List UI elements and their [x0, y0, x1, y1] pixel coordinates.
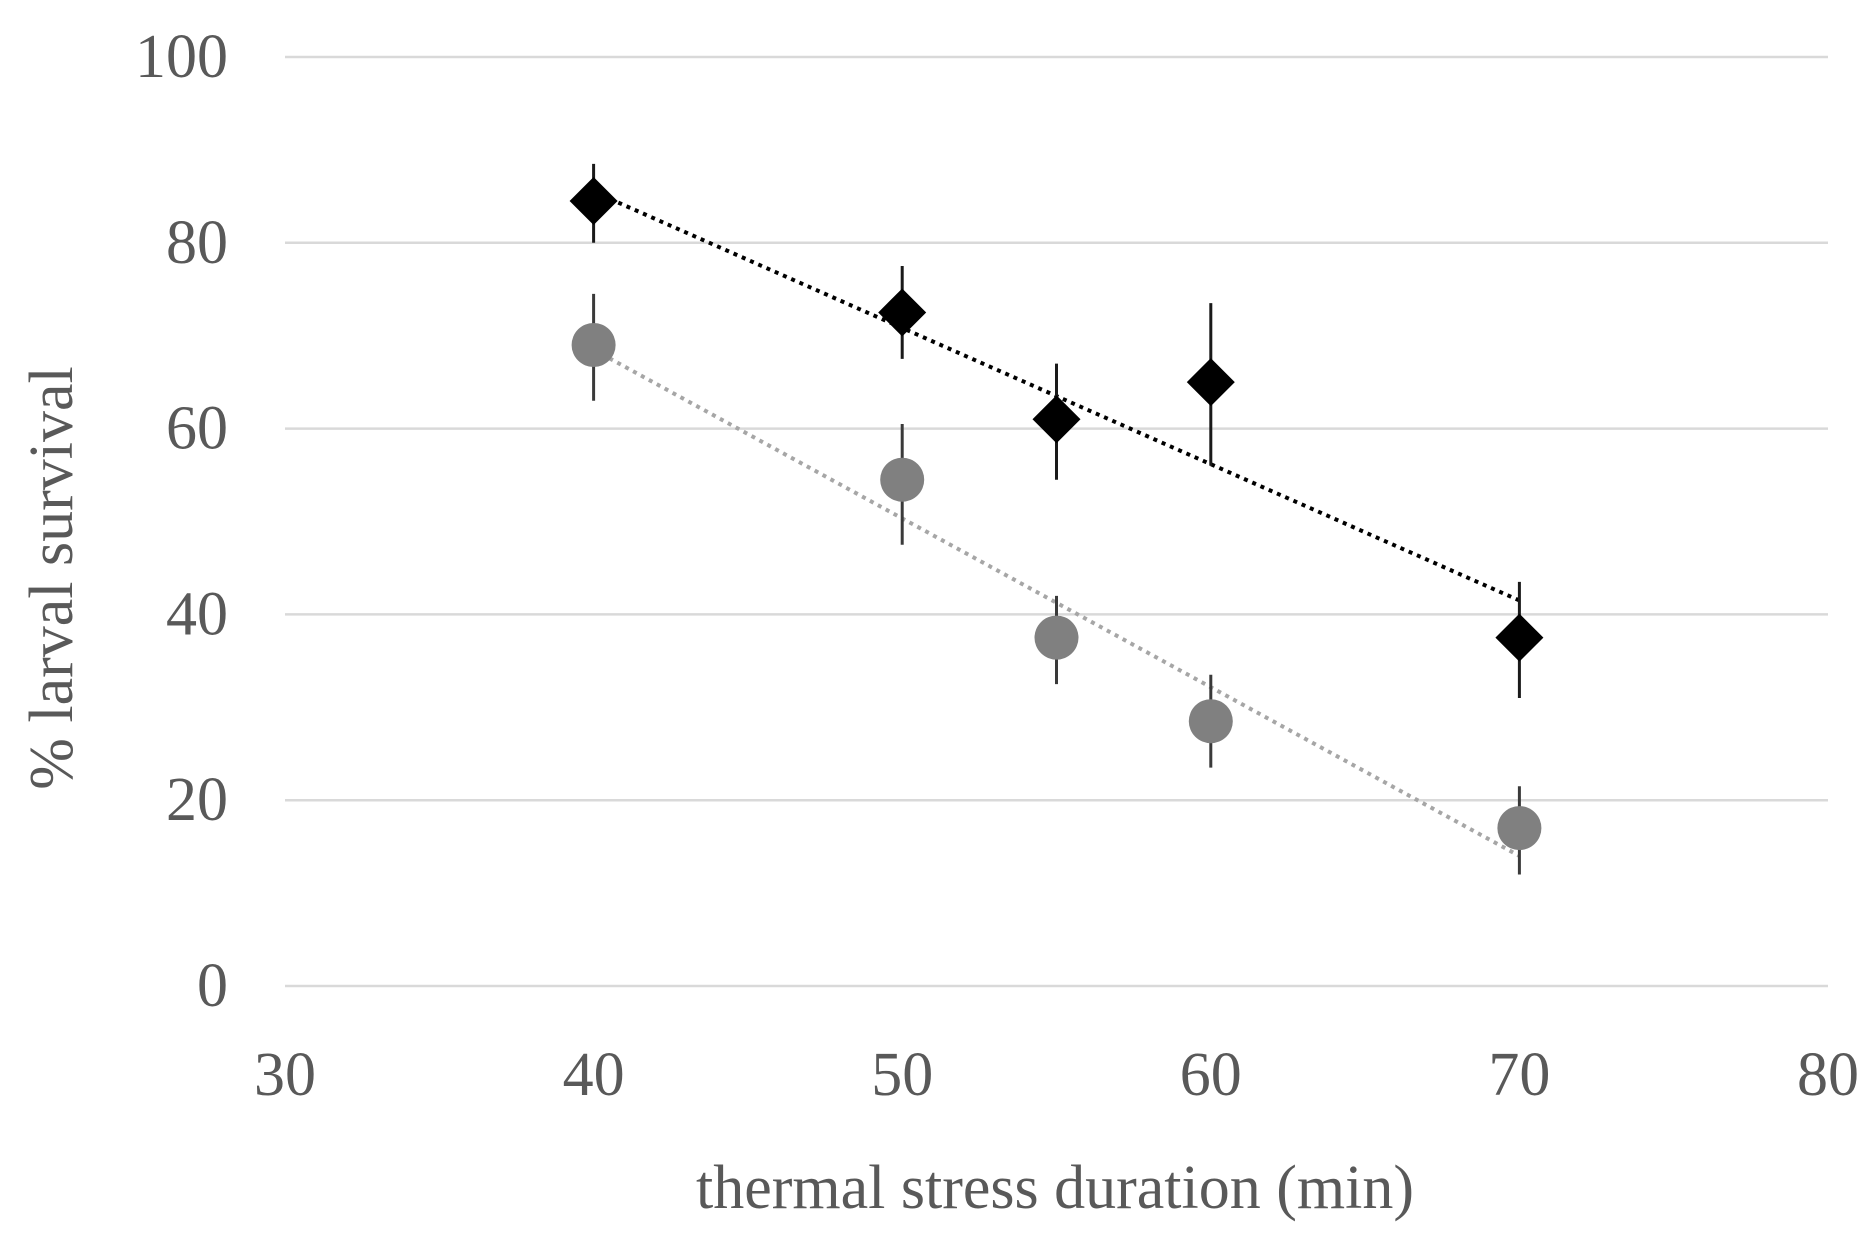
series-diamond-point-60 — [1186, 358, 1235, 407]
y-tick-label-0: 0 — [197, 952, 228, 1020]
series-diamond-point-55 — [1032, 395, 1081, 444]
data-points — [569, 176, 1544, 851]
x-tick-label-60: 60 — [1180, 1041, 1242, 1109]
y-axis-title: % larval survival — [18, 366, 86, 790]
series-circle-point-50 — [880, 457, 925, 502]
x-axis-tick-labels: 30 40 50 60 70 80 — [254, 1041, 1859, 1109]
x-tick-label-50: 50 — [871, 1041, 933, 1109]
error-bars — [592, 163, 1521, 875]
series-circle-point-40 — [571, 322, 616, 367]
y-tick-label-20: 20 — [166, 766, 228, 834]
series-circle-point-55 — [1034, 615, 1079, 660]
series-diamond-point-70 — [1495, 613, 1544, 662]
trendlines — [592, 189, 1521, 858]
x-tick-label-80: 80 — [1797, 1041, 1859, 1109]
gridlines — [285, 55, 1828, 988]
y-tick-label-40: 40 — [166, 580, 228, 648]
series-diamond-point-40 — [569, 176, 618, 225]
series-circle-point-60 — [1188, 699, 1233, 744]
y-tick-label-80: 80 — [166, 209, 228, 277]
x-tick-label-70: 70 — [1488, 1041, 1550, 1109]
series-diamond-point-50 — [878, 288, 927, 337]
y-axis-tick-labels: 0 20 40 60 80 100 — [135, 23, 228, 1020]
x-axis-title: thermal stress duration (min) — [696, 1154, 1414, 1222]
y-tick-label-100: 100 — [135, 23, 228, 91]
series-circle-point-70 — [1497, 806, 1542, 851]
x-tick-label-40: 40 — [563, 1041, 625, 1109]
y-tick-label-60: 60 — [166, 395, 228, 463]
x-tick-label-30: 30 — [254, 1041, 316, 1109]
